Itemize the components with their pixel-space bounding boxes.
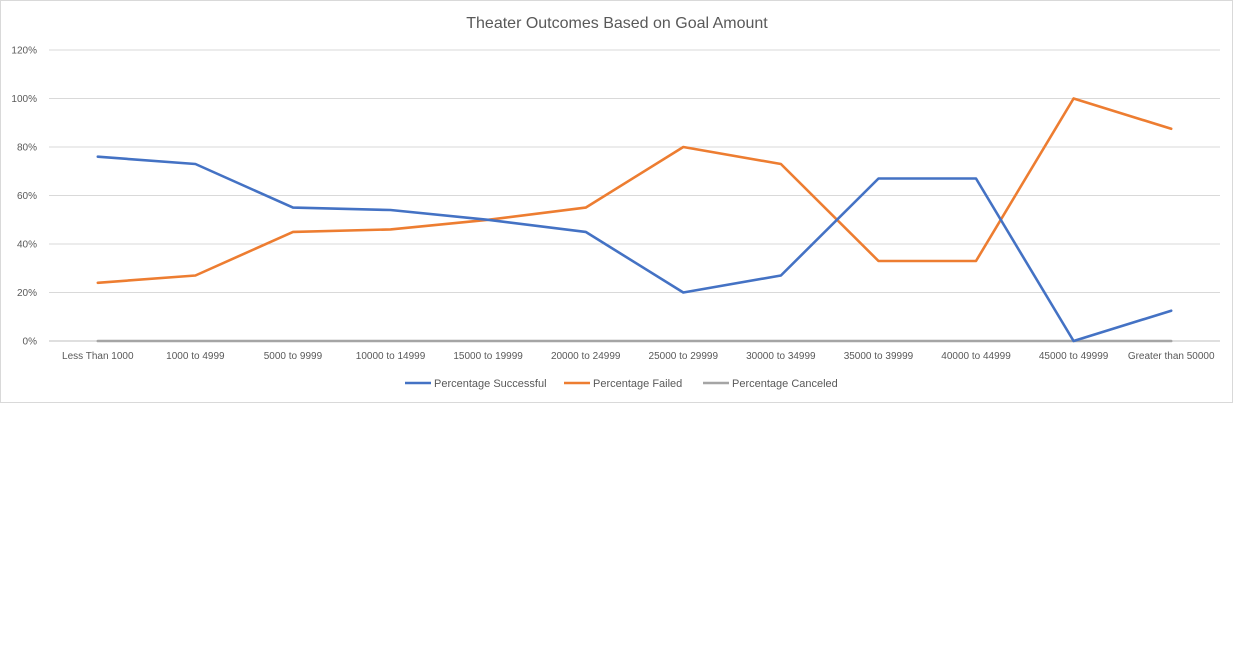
chart-area: Theater Outcomes Based on Goal Amount 0%… [0, 0, 1233, 403]
x-tick-label: Greater than 50000 [1128, 351, 1215, 362]
x-tick-label: 25000 to 29999 [649, 351, 719, 362]
y-tick-label: 100% [11, 94, 37, 105]
series-line-percentage-failed [96, 97, 1173, 285]
chart-title: Theater Outcomes Based on Goal Amount [466, 15, 768, 32]
x-tick-label: Less Than 1000 [62, 351, 134, 362]
y-tick-label: 80% [17, 143, 37, 154]
y-tick-label: 0% [23, 337, 38, 348]
x-tick-label: 10000 to 14999 [356, 351, 426, 362]
y-tick-label: 20% [17, 288, 37, 299]
line-chart: Theater Outcomes Based on Goal Amount 0%… [11, 15, 1220, 390]
x-tick-label: 20000 to 24999 [551, 351, 621, 362]
legend: Percentage Successful Percentage Failed Pe… [405, 378, 838, 390]
x-tick-label: 1000 to 4999 [166, 351, 225, 362]
x-axis-tick-labels: Less Than 1000 1000 to 4999 5000 to 9999 10… [62, 351, 1215, 362]
series-lines [96, 97, 1173, 343]
x-tick-label: 40000 to 44999 [941, 351, 1011, 362]
y-tick-label: 60% [17, 191, 37, 202]
series-line-percentage-successful [96, 155, 1173, 343]
x-tick-label: 15000 to 19999 [453, 351, 523, 362]
x-tick-label: 35000 to 39999 [844, 351, 914, 362]
x-tick-label: 5000 to 9999 [264, 351, 323, 362]
legend-entry-label: Percentage Canceled [732, 378, 838, 390]
y-tick-label: 40% [17, 240, 37, 251]
legend-entry-label: Percentage Failed [593, 378, 682, 390]
gridlines [49, 49, 1220, 342]
x-tick-label: 30000 to 34999 [746, 351, 816, 362]
y-axis-tick-labels: 0% 20% 40% 60% 80% 100% 120% [11, 46, 37, 348]
x-tick-label: 45000 to 49999 [1039, 351, 1109, 362]
y-tick-label: 120% [11, 46, 37, 57]
legend-entry-label: Percentage Successful [434, 378, 547, 390]
